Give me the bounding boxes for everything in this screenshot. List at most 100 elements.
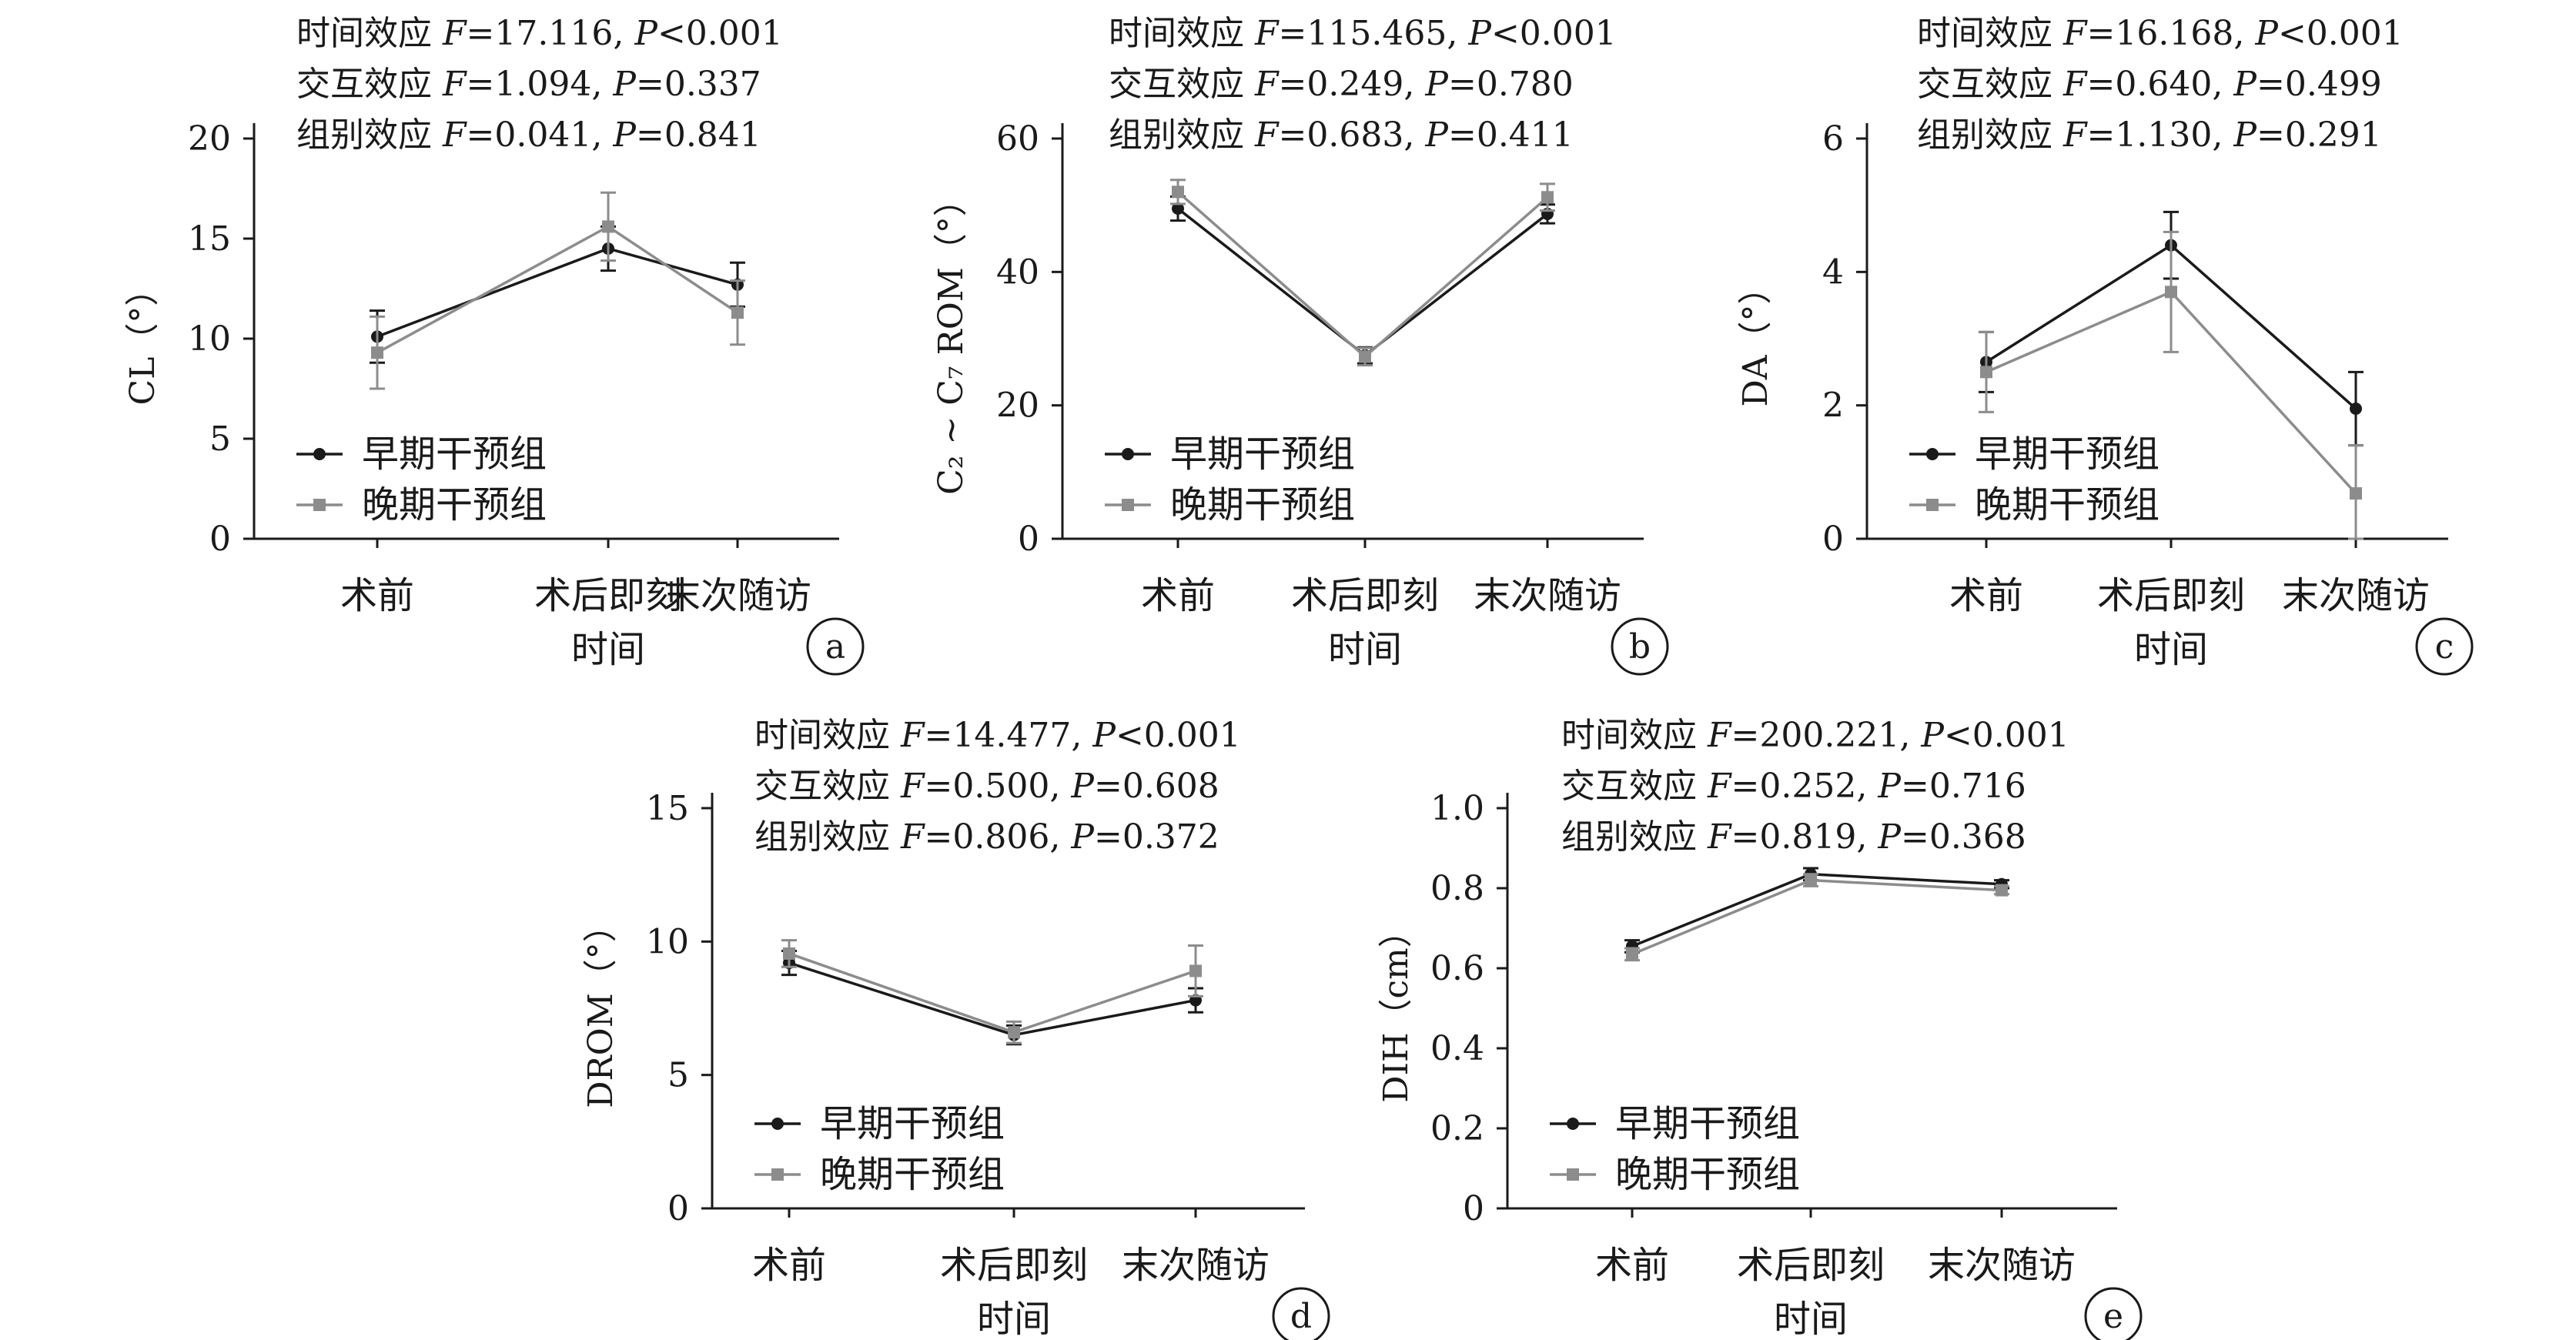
stat-symbol: F	[1254, 115, 1280, 155]
x-tick-label: 术后即刻	[1737, 1244, 1885, 1287]
stat-text: =0.368	[1901, 817, 2026, 857]
panel-label: e	[2103, 1297, 2123, 1336]
data-point	[1189, 964, 1202, 977]
y-tick-label: 0	[1822, 520, 1844, 559]
y-tick-label: 1.0	[1430, 789, 1484, 828]
y-tick-label: 0.4	[1430, 1029, 1484, 1068]
stat-text: =0.780	[1448, 65, 1574, 104]
legend-label: 早期干预组	[362, 433, 547, 476]
data-point	[2350, 487, 2362, 500]
stat-text: 组别效应	[296, 115, 443, 155]
y-tick-label: 5	[667, 1056, 689, 1095]
stats-line: 组别效应 F=0.819, P=0.368	[1561, 817, 2026, 857]
legend-marker	[1567, 1168, 1579, 1181]
series-late	[1170, 179, 1555, 367]
stat-text: =0.411	[1448, 115, 1574, 155]
stat-symbol: P	[634, 14, 658, 53]
stat-text: <0.001	[657, 14, 783, 53]
data-point	[731, 306, 744, 319]
stat-text: =0.291	[2257, 115, 2382, 155]
stats-line: 交互效应 F=0.249, P=0.780	[1109, 65, 1574, 104]
data-point	[371, 346, 383, 359]
x-tick-label: 术前	[1949, 574, 2023, 617]
legend-label: 早期干预组	[820, 1102, 1005, 1145]
y-tick-label: 10	[646, 922, 689, 961]
stat-symbol: F	[1707, 716, 1732, 755]
series-line	[1176, 191, 1549, 359]
stat-symbol: F	[1254, 65, 1280, 104]
legend-marker	[313, 499, 326, 511]
legend-marker	[1122, 499, 1134, 511]
stat-text: =0.500,	[925, 767, 1072, 806]
x-tick-label: 术前	[1141, 574, 1215, 617]
stat-symbol: F	[2062, 115, 2088, 155]
series-early	[1170, 195, 1555, 365]
stat-text: =0.640,	[2087, 65, 2234, 104]
stat-symbol: P	[1877, 767, 1902, 806]
stats-line: 组别效应 F=0.041, P=0.841	[296, 115, 761, 155]
stats-line: 交互效应 F=0.640, P=0.499	[1917, 65, 2382, 104]
stat-text: =0.841	[636, 115, 761, 155]
stat-text: 交互效应	[296, 65, 443, 104]
data-point	[1980, 366, 1992, 379]
y-axis-title: C₂ ~ C₇ ROM（°）	[932, 182, 971, 495]
stats-line: 交互效应 F=0.252, P=0.716	[1561, 767, 2026, 806]
legend-marker	[1567, 1118, 1579, 1130]
stat-symbol: P	[2233, 65, 2257, 104]
stat-text: =0.683,	[1279, 115, 1426, 155]
y-tick-label: 20	[996, 386, 1039, 426]
stat-text: =0.041,	[467, 115, 614, 155]
stats-line: 组别效应 F=1.130, P=0.291	[1917, 115, 2382, 155]
legend-marker	[1122, 448, 1134, 460]
data-point	[1996, 884, 2008, 897]
panel-label-circle	[2084, 1287, 2143, 1340]
series-late	[1624, 873, 2009, 962]
legend-marker	[313, 448, 326, 460]
stats-line: 组别效应 F=0.683, P=0.411	[1109, 115, 1574, 155]
series-line	[376, 225, 738, 354]
stats-line: 时间效应 F=200.221, P<0.001	[1561, 716, 2069, 755]
stat-text: 组别效应	[754, 817, 901, 857]
stat-symbol: F	[900, 767, 925, 806]
y-tick-label: 40	[996, 252, 1039, 292]
data-point	[2350, 403, 2362, 415]
stat-symbol: F	[2062, 65, 2088, 104]
stat-text: =0.249,	[1279, 65, 1426, 104]
panel-e: 时间效应 F=200.221, P<0.001 交互效应 F=0.252, P=0…	[1377, 716, 2143, 1340]
panel-label: b	[1629, 627, 1651, 667]
data-point	[783, 947, 795, 960]
series-late	[370, 191, 745, 390]
legend-label: 早期干预组	[1975, 433, 2159, 476]
series-line	[1631, 878, 2002, 956]
stats-line: 时间效应 F=16.168, P<0.001	[1917, 14, 2404, 53]
stats-line: 时间效应 F=14.477, P<0.001	[754, 716, 1241, 755]
series-line	[1176, 207, 1549, 357]
x-axis-title: 时间	[1328, 628, 1402, 671]
y-tick-label: 0.8	[1430, 869, 1484, 908]
data-point	[1626, 947, 1638, 961]
stat-text: =0.819,	[1731, 817, 1878, 857]
legend-marker	[771, 1118, 784, 1130]
y-tick-label: 10	[188, 319, 231, 359]
stat-text: 交互效应	[1917, 65, 2063, 104]
stat-symbol: P	[1070, 767, 1095, 806]
y-tick-label: 0	[667, 1189, 689, 1228]
stat-text: =14.477,	[925, 716, 1093, 755]
data-point	[2165, 286, 2177, 299]
series-late	[1979, 230, 2364, 540]
panel-label: a	[825, 627, 845, 667]
y-axis-title: CL（°）	[123, 272, 162, 406]
legend-marker	[1926, 499, 1939, 511]
y-tick-label: 4	[1822, 252, 1844, 292]
y-axis-title: DIH（cm）	[1377, 914, 1416, 1102]
x-tick-label: 术后即刻	[1291, 574, 1439, 617]
stat-text: =0.252,	[1731, 767, 1878, 806]
legend-marker	[1926, 448, 1939, 460]
stat-symbol: P	[612, 115, 637, 155]
y-tick-label: 15	[646, 789, 689, 828]
stat-text: <0.001	[2278, 14, 2404, 53]
stat-text: =0.806,	[925, 817, 1072, 857]
panel-label-circle	[806, 617, 865, 676]
